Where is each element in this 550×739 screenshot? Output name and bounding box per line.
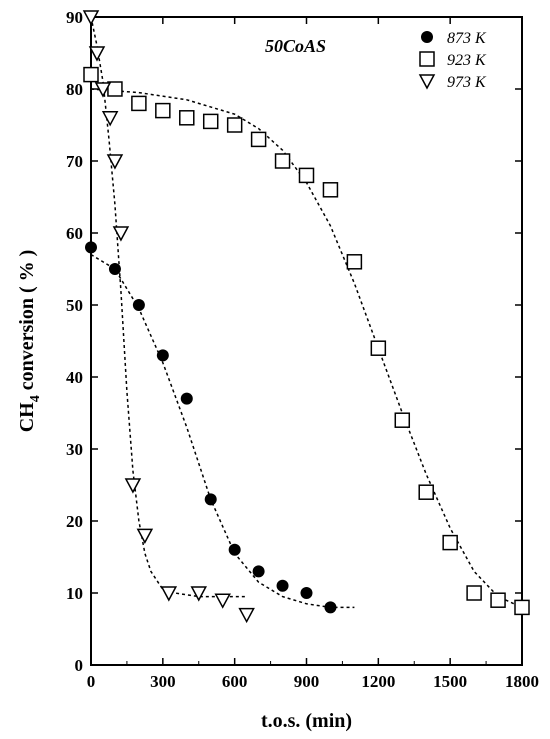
x-tick-label: 300: [150, 672, 176, 691]
point-923k: [346, 254, 363, 270]
point-923k: [202, 113, 219, 130]
point-973k: [136, 528, 154, 544]
x-tick-label: 1800: [505, 672, 539, 691]
point-973k: [82, 10, 100, 26]
point-923k: [274, 153, 291, 169]
legend-marker: [419, 51, 435, 67]
point-923k: [466, 585, 482, 601]
x-axis-title: t.o.s. (min): [261, 710, 352, 732]
point-923k: [131, 95, 147, 112]
point-873k: [300, 587, 313, 599]
chart-title: 50CoAS: [265, 36, 326, 56]
data-points: [82, 10, 530, 624]
y-tick-label: 30: [66, 440, 83, 459]
point-973k: [94, 82, 112, 98]
point-923k: [226, 117, 243, 133]
point-923k: [83, 66, 99, 83]
point-973k: [106, 154, 124, 170]
x-tick-label: 1500: [433, 672, 467, 691]
point-973k: [88, 46, 106, 62]
y-tick-label: 20: [66, 512, 83, 531]
point-873k: [324, 601, 337, 614]
point-973k: [112, 226, 130, 242]
point-973k: [190, 586, 208, 602]
point-873k: [252, 565, 265, 578]
point-873k: [132, 299, 145, 311]
y-axis-title-subscript: 4: [28, 395, 43, 402]
point-873k: [204, 493, 217, 506]
legend-label: 923 K: [447, 52, 487, 69]
y-tick-label: 40: [66, 368, 83, 387]
point-923k: [370, 340, 387, 356]
y-axis-title-rest: conversion ( % ): [16, 250, 38, 396]
y-axis-title: CH4 conversion ( % ): [16, 250, 43, 433]
legend-label: 973 K: [447, 74, 487, 91]
point-923k: [322, 182, 339, 198]
point-873k: [180, 392, 193, 405]
point-923k: [298, 167, 315, 184]
point-923k: [250, 131, 267, 148]
point-873k: [156, 349, 169, 362]
point-873k: [85, 241, 97, 254]
point-973k: [214, 593, 231, 609]
legend: 873 K 923 K 973 K: [418, 30, 487, 91]
axis-ticks: 0 300 600 900 1200 1500 1800 0 10 20 30 40 50 60 70 80 9…: [66, 8, 539, 691]
y-tick-label: 70: [66, 152, 83, 171]
x-tick-label: 1200: [361, 672, 395, 691]
y-tick-label: 60: [66, 224, 83, 243]
fit-curve: [90, 16, 247, 598]
point-923k: [418, 484, 434, 500]
x-tick-label: 600: [222, 672, 248, 691]
point-923k: [442, 534, 458, 551]
point-873k: [108, 263, 121, 275]
y-axis-title-main: CH: [16, 402, 38, 432]
point-923k: [155, 102, 171, 119]
point-923k: [490, 592, 506, 608]
y-tick-label: 50: [66, 296, 83, 315]
fit-curve: [90, 88, 523, 609]
point-923k: [394, 412, 411, 428]
point-973k: [124, 478, 142, 494]
point-923k: [514, 599, 530, 616]
y-tick-label: 80: [66, 80, 83, 99]
x-tick-label: 900: [294, 672, 320, 691]
point-873k: [228, 543, 241, 556]
y-tick-label: 0: [75, 656, 84, 675]
legend-marker: [418, 74, 436, 90]
y-tick-label: 90: [66, 8, 83, 27]
point-873k: [276, 579, 289, 592]
legend-marker: [421, 31, 433, 43]
point-923k: [107, 81, 123, 97]
y-tick-label: 10: [66, 584, 83, 603]
legend-label: 873 K: [447, 30, 487, 47]
point-973k: [238, 607, 255, 624]
point-923k: [179, 110, 195, 126]
x-tick-label: 0: [87, 672, 96, 691]
point-973k: [101, 111, 119, 127]
point-973k: [160, 586, 178, 602]
